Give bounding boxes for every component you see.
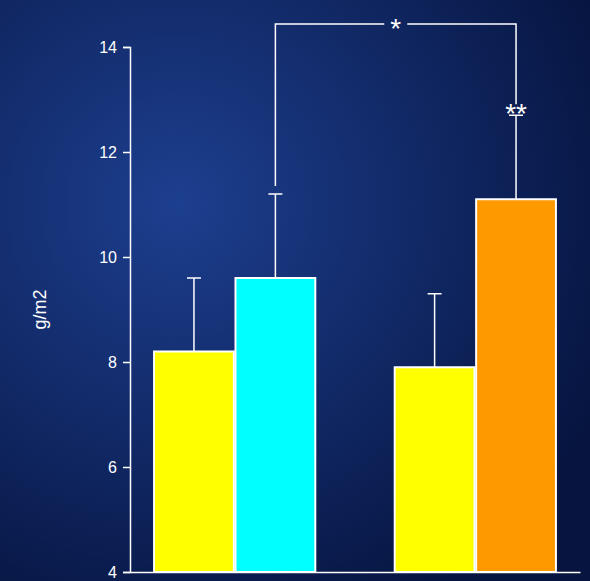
error-bar xyxy=(187,278,201,352)
bar xyxy=(154,352,234,573)
plot-area xyxy=(154,115,556,572)
y-axis-line xyxy=(123,48,131,573)
y-axis-title: g/m2 xyxy=(30,289,50,329)
y-tick: 8 xyxy=(108,354,130,371)
x-axis xyxy=(131,572,581,574)
bar xyxy=(476,199,556,572)
y-axis: 4 6 8 10 12 14 xyxy=(99,39,130,581)
error-bar-stem xyxy=(434,294,436,368)
y-tick-label: 14 xyxy=(99,39,117,56)
x-axis-line xyxy=(131,572,581,574)
y-tick-mark xyxy=(123,572,130,574)
bar xyxy=(395,367,475,572)
y-tick-label: 10 xyxy=(99,249,117,266)
y-tick: 4 xyxy=(108,564,130,581)
bar xyxy=(235,278,315,572)
bracket-left xyxy=(275,24,384,186)
y-tick-mark xyxy=(123,47,130,49)
error-bar xyxy=(268,194,282,278)
y-tick-mark xyxy=(123,362,130,364)
error-bar xyxy=(428,294,442,368)
error-bar-stem xyxy=(193,278,195,352)
error-bar-cap xyxy=(268,193,282,195)
annotation: * xyxy=(390,13,401,44)
y-tick-mark xyxy=(123,257,130,259)
error-bar-cap xyxy=(187,277,201,279)
y-tick-mark xyxy=(123,467,130,469)
chart: 468101214g/m2*** xyxy=(0,0,590,581)
error-bar-stem xyxy=(275,194,277,278)
y-tick-label: 6 xyxy=(108,459,117,476)
y-tick: 6 xyxy=(108,459,130,476)
y-tick-mark xyxy=(123,152,130,154)
error-bar-cap xyxy=(428,293,442,295)
y-tick: 14 xyxy=(99,39,130,56)
y-tick-label: 4 xyxy=(108,564,117,581)
significance-bracket xyxy=(275,24,516,186)
bracket-right xyxy=(407,24,516,104)
y-tick: 12 xyxy=(99,144,130,161)
background xyxy=(0,0,590,581)
y-tick-label: 8 xyxy=(108,354,117,371)
y-tick: 10 xyxy=(99,249,130,266)
y-tick-label: 12 xyxy=(99,144,117,161)
